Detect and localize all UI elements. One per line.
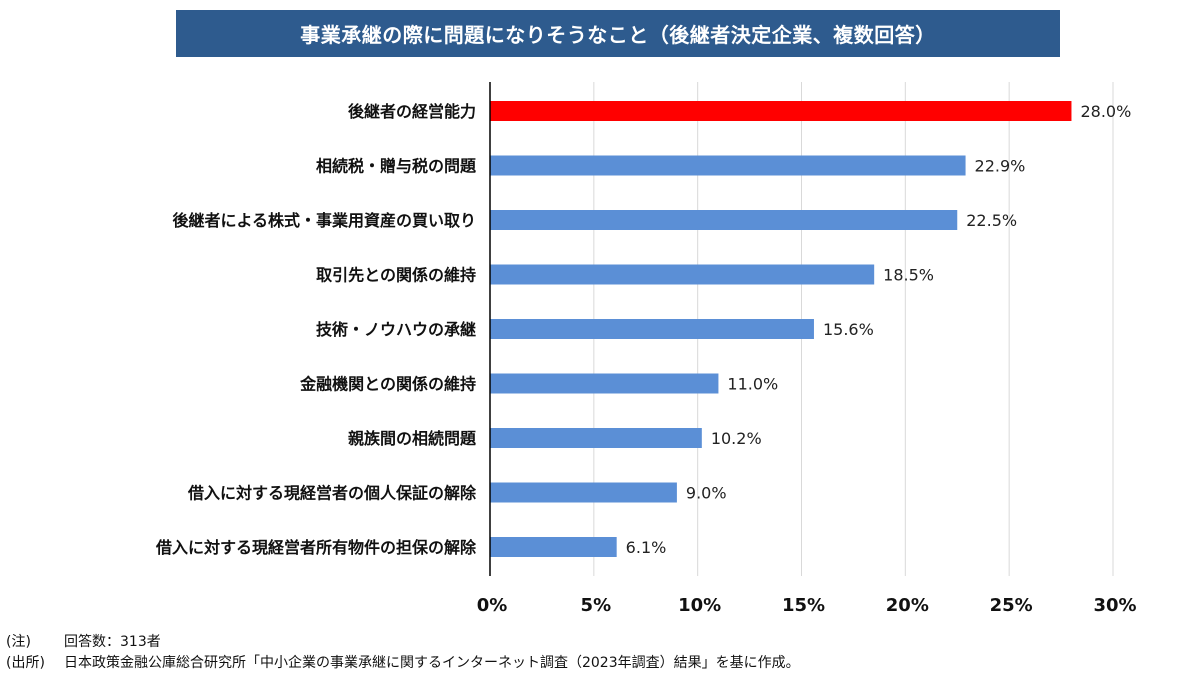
x-tick-label: 10% <box>678 595 721 616</box>
bar <box>490 210 958 230</box>
category-label: 後継者の経営能力 <box>348 102 476 121</box>
x-tick-label: 15% <box>782 595 825 616</box>
source-text: 日本政策金融公庫総合研究所「中小企業の事業承継に関するインターネット調査（202… <box>64 655 800 671</box>
category-label: 後継者による株式・事業用資産の買い取り <box>172 211 476 230</box>
data-label: 22.9% <box>975 157 1026 176</box>
footnotes: (注) 回答数：313者 (出所) 日本政策金融公庫総合研究所「中小企業の事業承… <box>6 632 800 674</box>
data-label: 15.6% <box>823 320 874 339</box>
bar <box>490 428 702 448</box>
bar <box>490 319 814 339</box>
bar <box>490 264 875 285</box>
x-tick-label: 25% <box>990 595 1033 616</box>
data-label: 28.0% <box>1080 102 1131 121</box>
note-prefix: (注) <box>6 634 31 650</box>
bar <box>490 101 1072 121</box>
category-label: 取引先との関係の維持 <box>316 266 476 285</box>
category-label: 相続税・贈与税の問題 <box>316 157 477 176</box>
category-label: 親族間の相続問題 <box>348 429 477 448</box>
category-label: 借入に対する現経営者の個人保証の解除 <box>187 484 477 503</box>
data-label: 11.0% <box>727 375 778 394</box>
data-label: 18.5% <box>883 266 934 285</box>
data-label: 22.5% <box>966 211 1017 230</box>
source-prefix: (出所) <box>6 655 45 671</box>
note-text: 回答数：313者 <box>64 634 161 650</box>
note-source: (出所) 日本政策金融公庫総合研究所「中小企業の事業承継に関するインターネット調… <box>6 653 800 674</box>
chart-title-banner: 事業承継の際に問題になりそうなこと（後継者決定企業、複数回答） <box>176 10 1060 57</box>
x-tick-label: 30% <box>1093 595 1136 616</box>
data-label: 10.2% <box>711 429 762 448</box>
x-tick-label: 20% <box>886 595 929 616</box>
category-label: 金融機関との関係の維持 <box>299 375 476 394</box>
data-label: 6.1% <box>626 538 667 557</box>
bar <box>490 482 677 503</box>
x-tick-label: 5% <box>581 595 612 616</box>
x-tick-label: 0% <box>477 595 508 616</box>
chart-title: 事業承継の際に問題になりそうなこと（後継者決定企業、複数回答） <box>300 23 936 47</box>
bar <box>490 155 966 176</box>
note-respondents: (注) 回答数：313者 <box>6 632 800 653</box>
data-label: 9.0% <box>686 484 727 503</box>
bar <box>490 537 617 557</box>
category-label: 借入に対する現経営者所有物件の担保の解除 <box>155 538 477 557</box>
category-label: 技術・ノウハウの承継 <box>316 320 476 339</box>
bar <box>490 373 719 394</box>
